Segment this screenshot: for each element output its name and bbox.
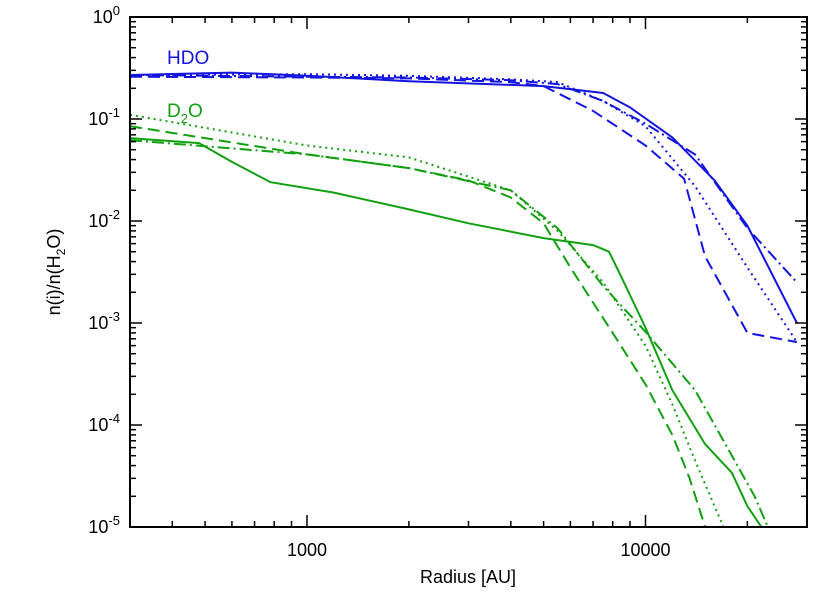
x-tick-label: 1000 — [287, 540, 327, 560]
y-tick-label: 10-2 — [88, 207, 120, 231]
series-line-hdo-dashdot — [130, 74, 798, 284]
series-line-d2o-dashdot — [130, 139, 769, 527]
y-tick-label: 10-3 — [88, 309, 120, 333]
y-tick-label: 10-4 — [88, 411, 120, 435]
axes-layer: 1000 10000 100 10-1 10-2 10-3 10-4 10-5 — [88, 3, 808, 560]
y-tick-label: 10-5 — [88, 513, 120, 537]
series-line-hdo-dotted — [130, 73, 798, 343]
y-axis-title: n(i)/n(H2O) — [44, 229, 68, 316]
series-label-d2o: D2O — [167, 101, 203, 126]
series-label-hdo: HDO — [167, 48, 209, 69]
x-tick-label: 10000 — [620, 540, 670, 560]
series-line-d2o-dotted — [130, 113, 725, 527]
y-tick-label: 10-1 — [88, 105, 120, 129]
series-layer — [130, 71, 798, 527]
series-line-d2o-dashed — [130, 125, 707, 527]
series-line-hdo-dashed — [130, 75, 798, 344]
y-tick-label: 100 — [93, 3, 120, 27]
series-line-d2o-solid — [130, 137, 763, 527]
plot-frame — [129, 16, 808, 528]
series-line-hdo-solid — [130, 71, 798, 324]
series-labels: HDO D2O — [167, 48, 209, 126]
x-axis-title: Radius [AU] — [420, 567, 516, 587]
